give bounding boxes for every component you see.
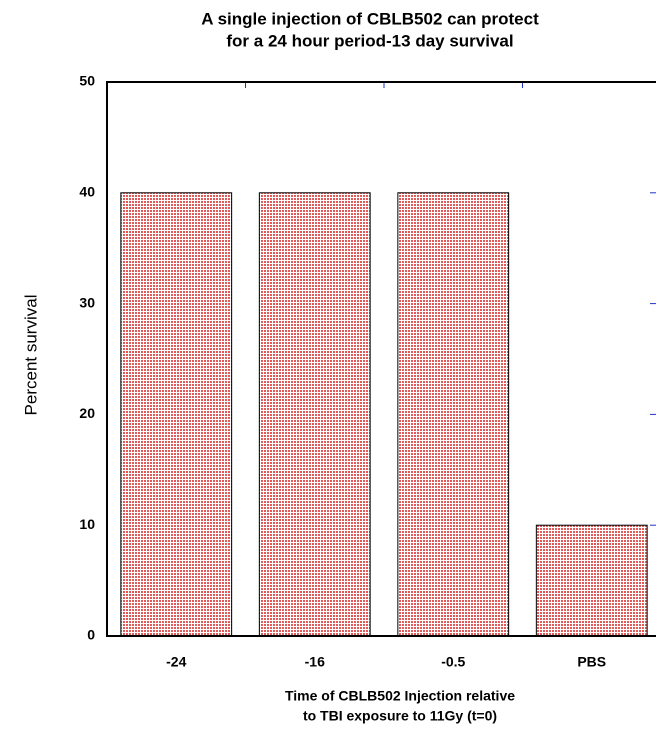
x-axis-label: to TBI exposure to 11Gy (t=0) <box>303 708 497 724</box>
y-tick-label: 30 <box>79 294 95 310</box>
bar <box>258 192 371 637</box>
x-axis-label: Time of CBLB502 Injection relative <box>285 688 515 704</box>
chart-title: for a 24 hour period-13 day survival <box>226 31 513 50</box>
y-tick-label: 10 <box>79 516 95 532</box>
bar <box>120 192 233 637</box>
bar <box>397 192 510 637</box>
y-axis-label: Percent survival <box>21 295 40 416</box>
x-tick-label: -16 <box>305 654 325 670</box>
y-tick-label: 0 <box>87 627 95 643</box>
bar <box>535 524 648 637</box>
plot-frame <box>106 81 656 637</box>
chart-title: A single injection of CBLB502 can protec… <box>201 9 539 28</box>
x-tick-label: -0.5 <box>441 654 465 670</box>
y-tick-label: 40 <box>79 184 95 200</box>
x-tick-label: PBS <box>577 654 606 670</box>
y-tick-label: 20 <box>79 405 95 421</box>
y-tick-label: 50 <box>79 73 95 89</box>
x-tick-label: -24 <box>166 654 186 670</box>
